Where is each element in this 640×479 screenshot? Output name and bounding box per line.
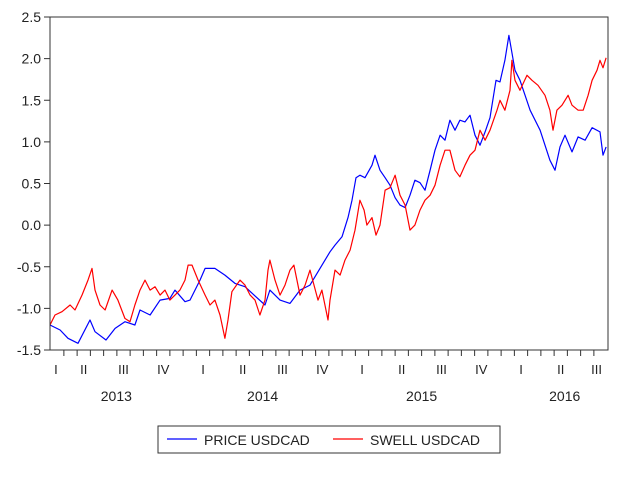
x-quarter-label: I — [201, 362, 205, 377]
x-quarter-label: III — [436, 362, 447, 377]
y-tick-label: -1.5 — [17, 342, 41, 358]
y-tick-label: 0.5 — [22, 176, 42, 192]
legend-label-swell: SWELL USDCAD — [370, 432, 480, 448]
y-tick-label: 0.0 — [22, 217, 42, 233]
legend-box — [157, 425, 501, 454]
y-tick-label: 1.0 — [22, 134, 42, 150]
y-tick-label: 2.0 — [22, 51, 42, 67]
x-quarter-label: III — [591, 362, 602, 377]
x-year-label: 2015 — [406, 388, 437, 404]
series-line-price-usdcad — [49, 34, 607, 344]
x-year-label: 2014 — [247, 388, 278, 404]
x-quarter-label: III — [277, 362, 288, 377]
x-quarter-label: II — [398, 362, 405, 377]
y-tick-label: -0.5 — [17, 259, 41, 275]
y-axis: -1.5 -1.0 -0.5 0.0 0.5 1.0 1.5 2.0 2.5 — [17, 9, 50, 358]
x-quarter-label: I — [519, 362, 523, 377]
x-quarter-label: II — [239, 362, 246, 377]
series-lines — [49, 34, 607, 344]
x-quarter-label: IV — [316, 362, 329, 377]
x-year-label: 2016 — [549, 388, 580, 404]
x-quarter-label: III — [118, 362, 129, 377]
x-quarter-label: II — [80, 362, 87, 377]
legend: PRICE USDCAD SWELL USDCAD — [157, 425, 501, 454]
series-line-swell-usdcad — [49, 57, 607, 339]
y-tick-label: 2.5 — [22, 9, 42, 25]
x-quarter-label: I — [360, 362, 364, 377]
x-quarter-label: IV — [475, 362, 488, 377]
y-tick-label: -1.0 — [17, 300, 41, 316]
x-quarter-label: I — [54, 362, 58, 377]
x-quarter-label: IV — [157, 362, 170, 377]
x-quarter-label: II — [557, 362, 564, 377]
legend-label-price: PRICE USDCAD — [204, 432, 310, 448]
x-year-label: 2013 — [101, 388, 132, 404]
y-tick-label: 1.5 — [22, 92, 42, 108]
plot-frame — [49, 16, 609, 351]
